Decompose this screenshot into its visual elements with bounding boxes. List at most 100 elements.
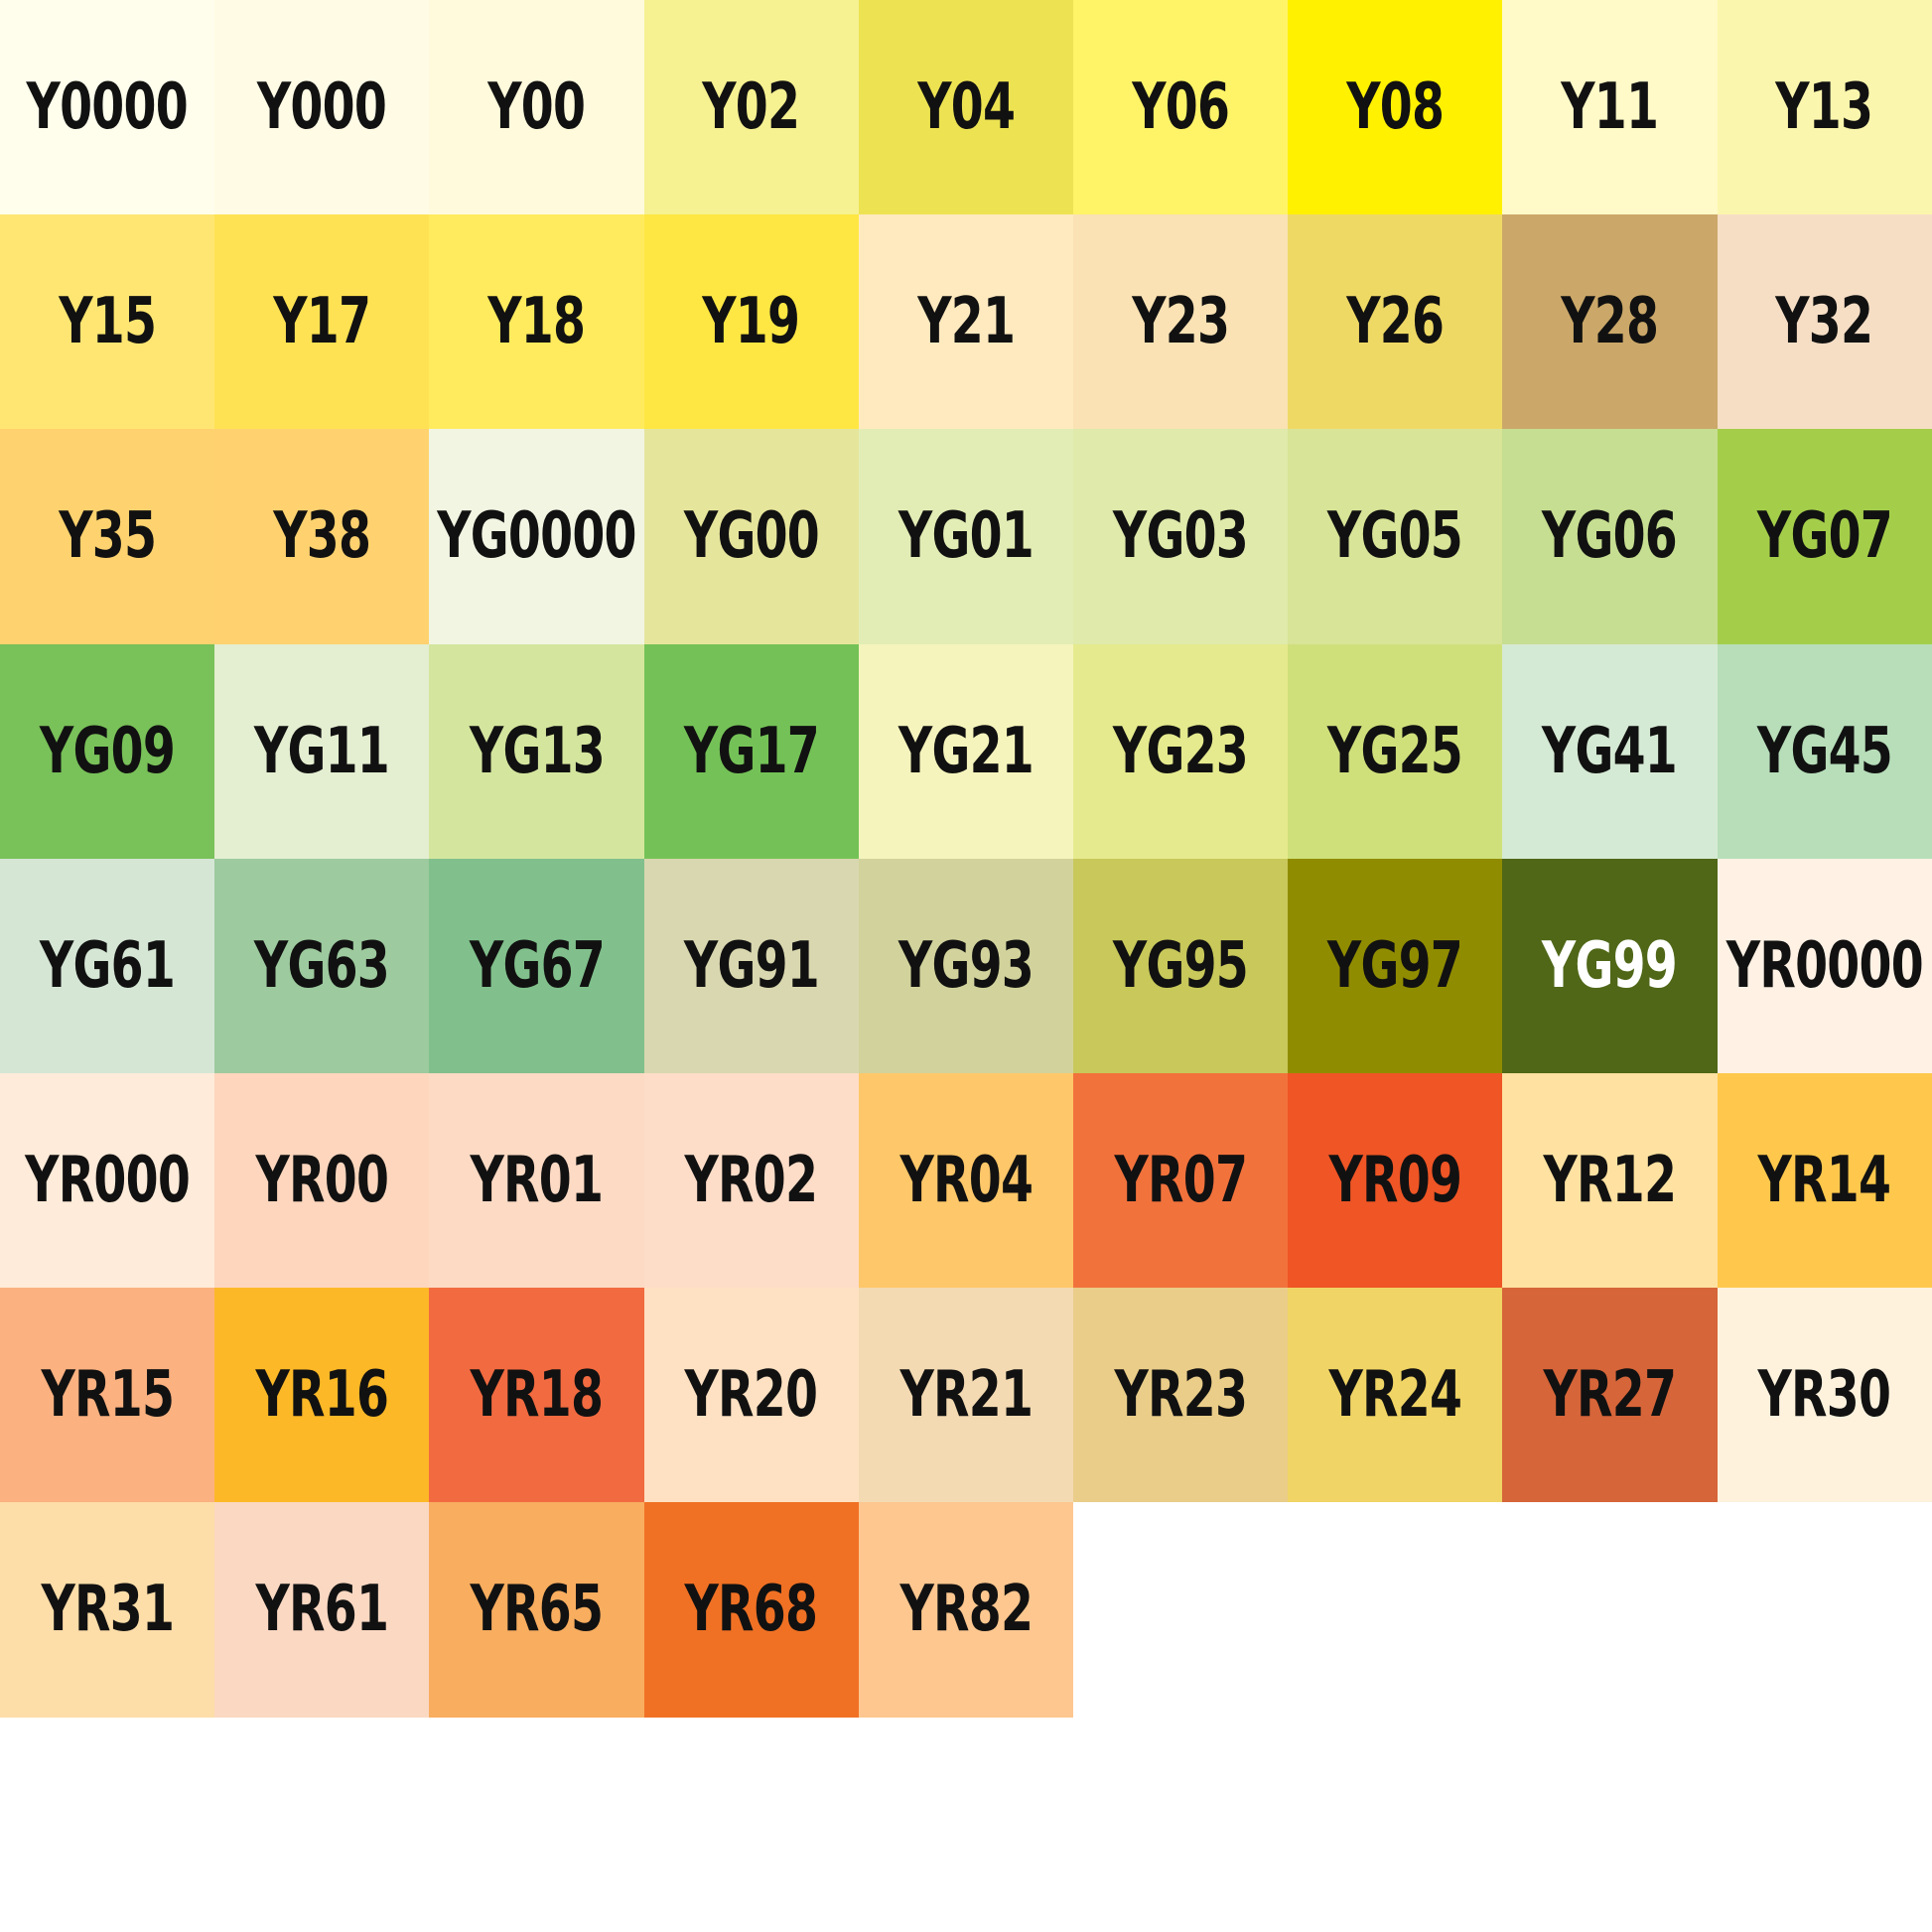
color-swatch: YR16 — [214, 1288, 430, 1503]
color-swatch: YG05 — [1288, 429, 1503, 644]
color-swatch: Y06 — [1072, 0, 1289, 215]
color-swatch: Y23 — [1072, 214, 1289, 430]
swatch-code-label: YR16 — [255, 1358, 389, 1433]
color-swatch: YR00 — [214, 1072, 430, 1289]
swatch-code-label: YG63 — [254, 928, 390, 1003]
swatch-code-label: YR00 — [255, 1144, 389, 1218]
color-swatch: Y0000 — [0, 0, 215, 215]
swatch-code-label: YG23 — [1112, 714, 1249, 788]
color-swatch: YR0000 — [1717, 858, 1932, 1073]
swatch-code-label: Y11 — [1561, 70, 1659, 145]
swatch-code-label: YG99 — [1542, 928, 1678, 1003]
color-swatch: YR21 — [858, 1288, 1073, 1503]
color-swatch: YG95 — [1072, 858, 1289, 1073]
color-swatch: Y08 — [1288, 0, 1503, 215]
color-swatch: YG11 — [214, 643, 430, 859]
swatch-code-label: YR31 — [41, 1573, 174, 1647]
swatch-code-label: YG13 — [469, 714, 605, 788]
color-swatch: YG03 — [1072, 429, 1289, 644]
swatch-code-label: YR000 — [25, 1144, 191, 1218]
swatch-code-label: YR68 — [684, 1573, 818, 1647]
color-swatch: YG97 — [1288, 858, 1503, 1073]
swatch-code-label: YR20 — [684, 1358, 818, 1433]
color-swatch: Y32 — [1717, 214, 1932, 430]
color-swatch: Y15 — [0, 214, 215, 430]
color-swatch: YR65 — [429, 1502, 644, 1718]
swatch-code-label: YG0000 — [437, 499, 636, 574]
swatch-code-label: YR01 — [470, 1144, 604, 1218]
swatch-code-label: YG09 — [40, 714, 176, 788]
color-swatch: YG41 — [1502, 643, 1718, 859]
swatch-code-label: Y35 — [59, 499, 157, 574]
color-swatch: YG99 — [1502, 858, 1718, 1073]
swatch-code-label: YR65 — [470, 1573, 604, 1647]
swatch-code-label: YR02 — [684, 1144, 818, 1218]
color-swatch: YR04 — [858, 1072, 1073, 1289]
color-swatch: YG09 — [0, 643, 215, 859]
color-swatch: YG67 — [429, 858, 644, 1073]
color-swatch: YR09 — [1288, 1072, 1503, 1289]
swatch-code-label: YG67 — [469, 928, 605, 1003]
swatch-code-label: Y00 — [487, 70, 586, 145]
color-swatch: YG61 — [0, 858, 215, 1073]
color-swatch: YR27 — [1502, 1288, 1718, 1503]
color-swatch: Y19 — [643, 214, 859, 430]
swatch-code-label: Y18 — [487, 285, 586, 359]
color-swatch: Y21 — [858, 214, 1073, 430]
swatch-code-label: YG03 — [1112, 499, 1249, 574]
swatch-code-label: Y38 — [273, 499, 371, 574]
swatch-code-label: Y15 — [59, 285, 157, 359]
swatch-code-label: YR07 — [1114, 1144, 1247, 1218]
color-swatch: YR31 — [0, 1502, 215, 1718]
swatch-code-label: YG95 — [1112, 928, 1249, 1003]
swatch-code-label: Y21 — [916, 285, 1016, 359]
swatch-code-label: Y17 — [273, 285, 371, 359]
swatch-code-label: Y000 — [257, 70, 387, 145]
color-swatch: Y28 — [1502, 214, 1718, 430]
swatch-code-label: YR15 — [41, 1358, 174, 1433]
color-swatch: YR24 — [1288, 1288, 1503, 1503]
color-swatch: YR07 — [1072, 1072, 1289, 1289]
swatch-code-label: YR12 — [1543, 1144, 1677, 1218]
swatch-code-label: YR30 — [1757, 1358, 1891, 1433]
swatch-code-label: YR82 — [898, 1573, 1033, 1647]
swatch-code-label: YG61 — [40, 928, 176, 1003]
swatch-code-label: YG01 — [897, 499, 1035, 574]
swatch-code-label: Y19 — [702, 285, 801, 359]
swatch-code-label: Y02 — [702, 70, 801, 145]
color-swatch: YR000 — [0, 1072, 215, 1289]
swatch-code-label: YG97 — [1327, 928, 1463, 1003]
swatch-code-label: Y0000 — [26, 70, 189, 145]
swatch-code-label: Y08 — [1346, 70, 1445, 145]
color-swatch: YG25 — [1288, 643, 1503, 859]
swatch-code-label: Y04 — [916, 70, 1016, 145]
color-swatch: Y26 — [1288, 214, 1503, 430]
color-swatch: YG91 — [643, 858, 859, 1073]
swatch-code-label: YG05 — [1327, 499, 1463, 574]
swatch-code-label: YG21 — [897, 714, 1035, 788]
color-swatch: YR15 — [0, 1288, 215, 1503]
swatch-code-label: YR27 — [1543, 1358, 1677, 1433]
color-swatch: YR18 — [429, 1288, 644, 1503]
color-swatch: YG21 — [858, 643, 1073, 859]
swatch-code-label: Y13 — [1775, 70, 1874, 145]
swatch-code-label: Y06 — [1132, 70, 1230, 145]
color-swatch-grid: Y0000 Y000 Y00 Y02 Y04 Y06 Y08 Y11 Y13 Y15 Y17 Y18 Y… — [0, 0, 1932, 1718]
swatch-code-label: YG45 — [1756, 714, 1893, 788]
color-swatch: YG0000 — [429, 429, 644, 644]
color-swatch: YR68 — [643, 1502, 859, 1718]
color-swatch: Y02 — [643, 0, 859, 215]
color-swatch: YR01 — [429, 1072, 644, 1289]
swatch-code-label: YG41 — [1542, 714, 1678, 788]
swatch-code-label: YG17 — [683, 714, 820, 788]
swatch-code-label: YR04 — [898, 1144, 1033, 1218]
swatch-code-label: YG93 — [897, 928, 1035, 1003]
swatch-code-label: YG00 — [683, 499, 820, 574]
color-swatch: YG06 — [1502, 429, 1718, 644]
color-swatch: Y00 — [429, 0, 644, 215]
swatch-code-label: YR0000 — [1725, 928, 1924, 1003]
swatch-code-label: YR14 — [1757, 1144, 1891, 1218]
color-swatch: YR02 — [643, 1072, 859, 1289]
swatch-code-label: YR18 — [470, 1358, 604, 1433]
swatch-code-label: Y28 — [1561, 285, 1659, 359]
